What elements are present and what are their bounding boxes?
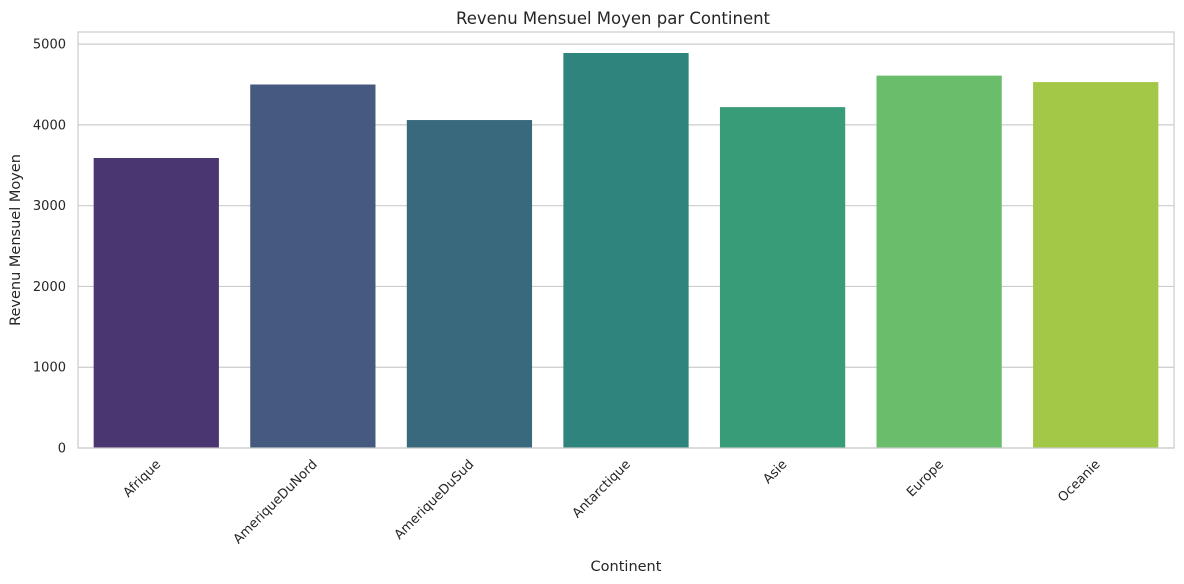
plot-frame [77, 31, 1175, 449]
y-tick-label: 5000 [33, 38, 66, 53]
bar-antarctique [563, 53, 689, 448]
x-tick-labels: Afrique AmeriqueDuNord AmeriqueDuSud Antarc… [121, 457, 1104, 547]
x-tick-label: AmeriqueDuNord [231, 457, 321, 547]
x-axis-label: Continent [591, 559, 662, 575]
bar-afrique [93, 158, 219, 448]
y-tick-label: 1000 [33, 361, 66, 376]
x-tick-label: AmeriqueDuSud [392, 457, 478, 543]
bars [93, 53, 1159, 449]
bar-ameriquedusud [406, 120, 533, 448]
y-axis-label: Revenu Mensuel Moyen [8, 154, 24, 326]
x-tick-label: Oceanie [1055, 457, 1103, 505]
y-tick-label: 3000 [33, 199, 66, 214]
y-tick-labels: 0 1000 2000 3000 4000 5000 [33, 38, 66, 457]
y-tick-label: 4000 [33, 118, 66, 133]
x-tick-label: Asie [761, 457, 791, 487]
x-tick-label: Antarctique [570, 457, 634, 521]
bar-asie [719, 107, 846, 449]
bar-ameriquedunord [250, 84, 376, 448]
chart-title: Revenu Mensuel Moyen par Continent [456, 9, 771, 28]
bar-oceanie [1033, 82, 1159, 449]
x-tick-label: Europe [904, 457, 947, 500]
x-tick-label: Afrique [121, 457, 164, 500]
y-tick-label: 0 [58, 442, 66, 457]
y-tick-label: 2000 [33, 280, 66, 295]
bar-europe [876, 75, 1002, 448]
